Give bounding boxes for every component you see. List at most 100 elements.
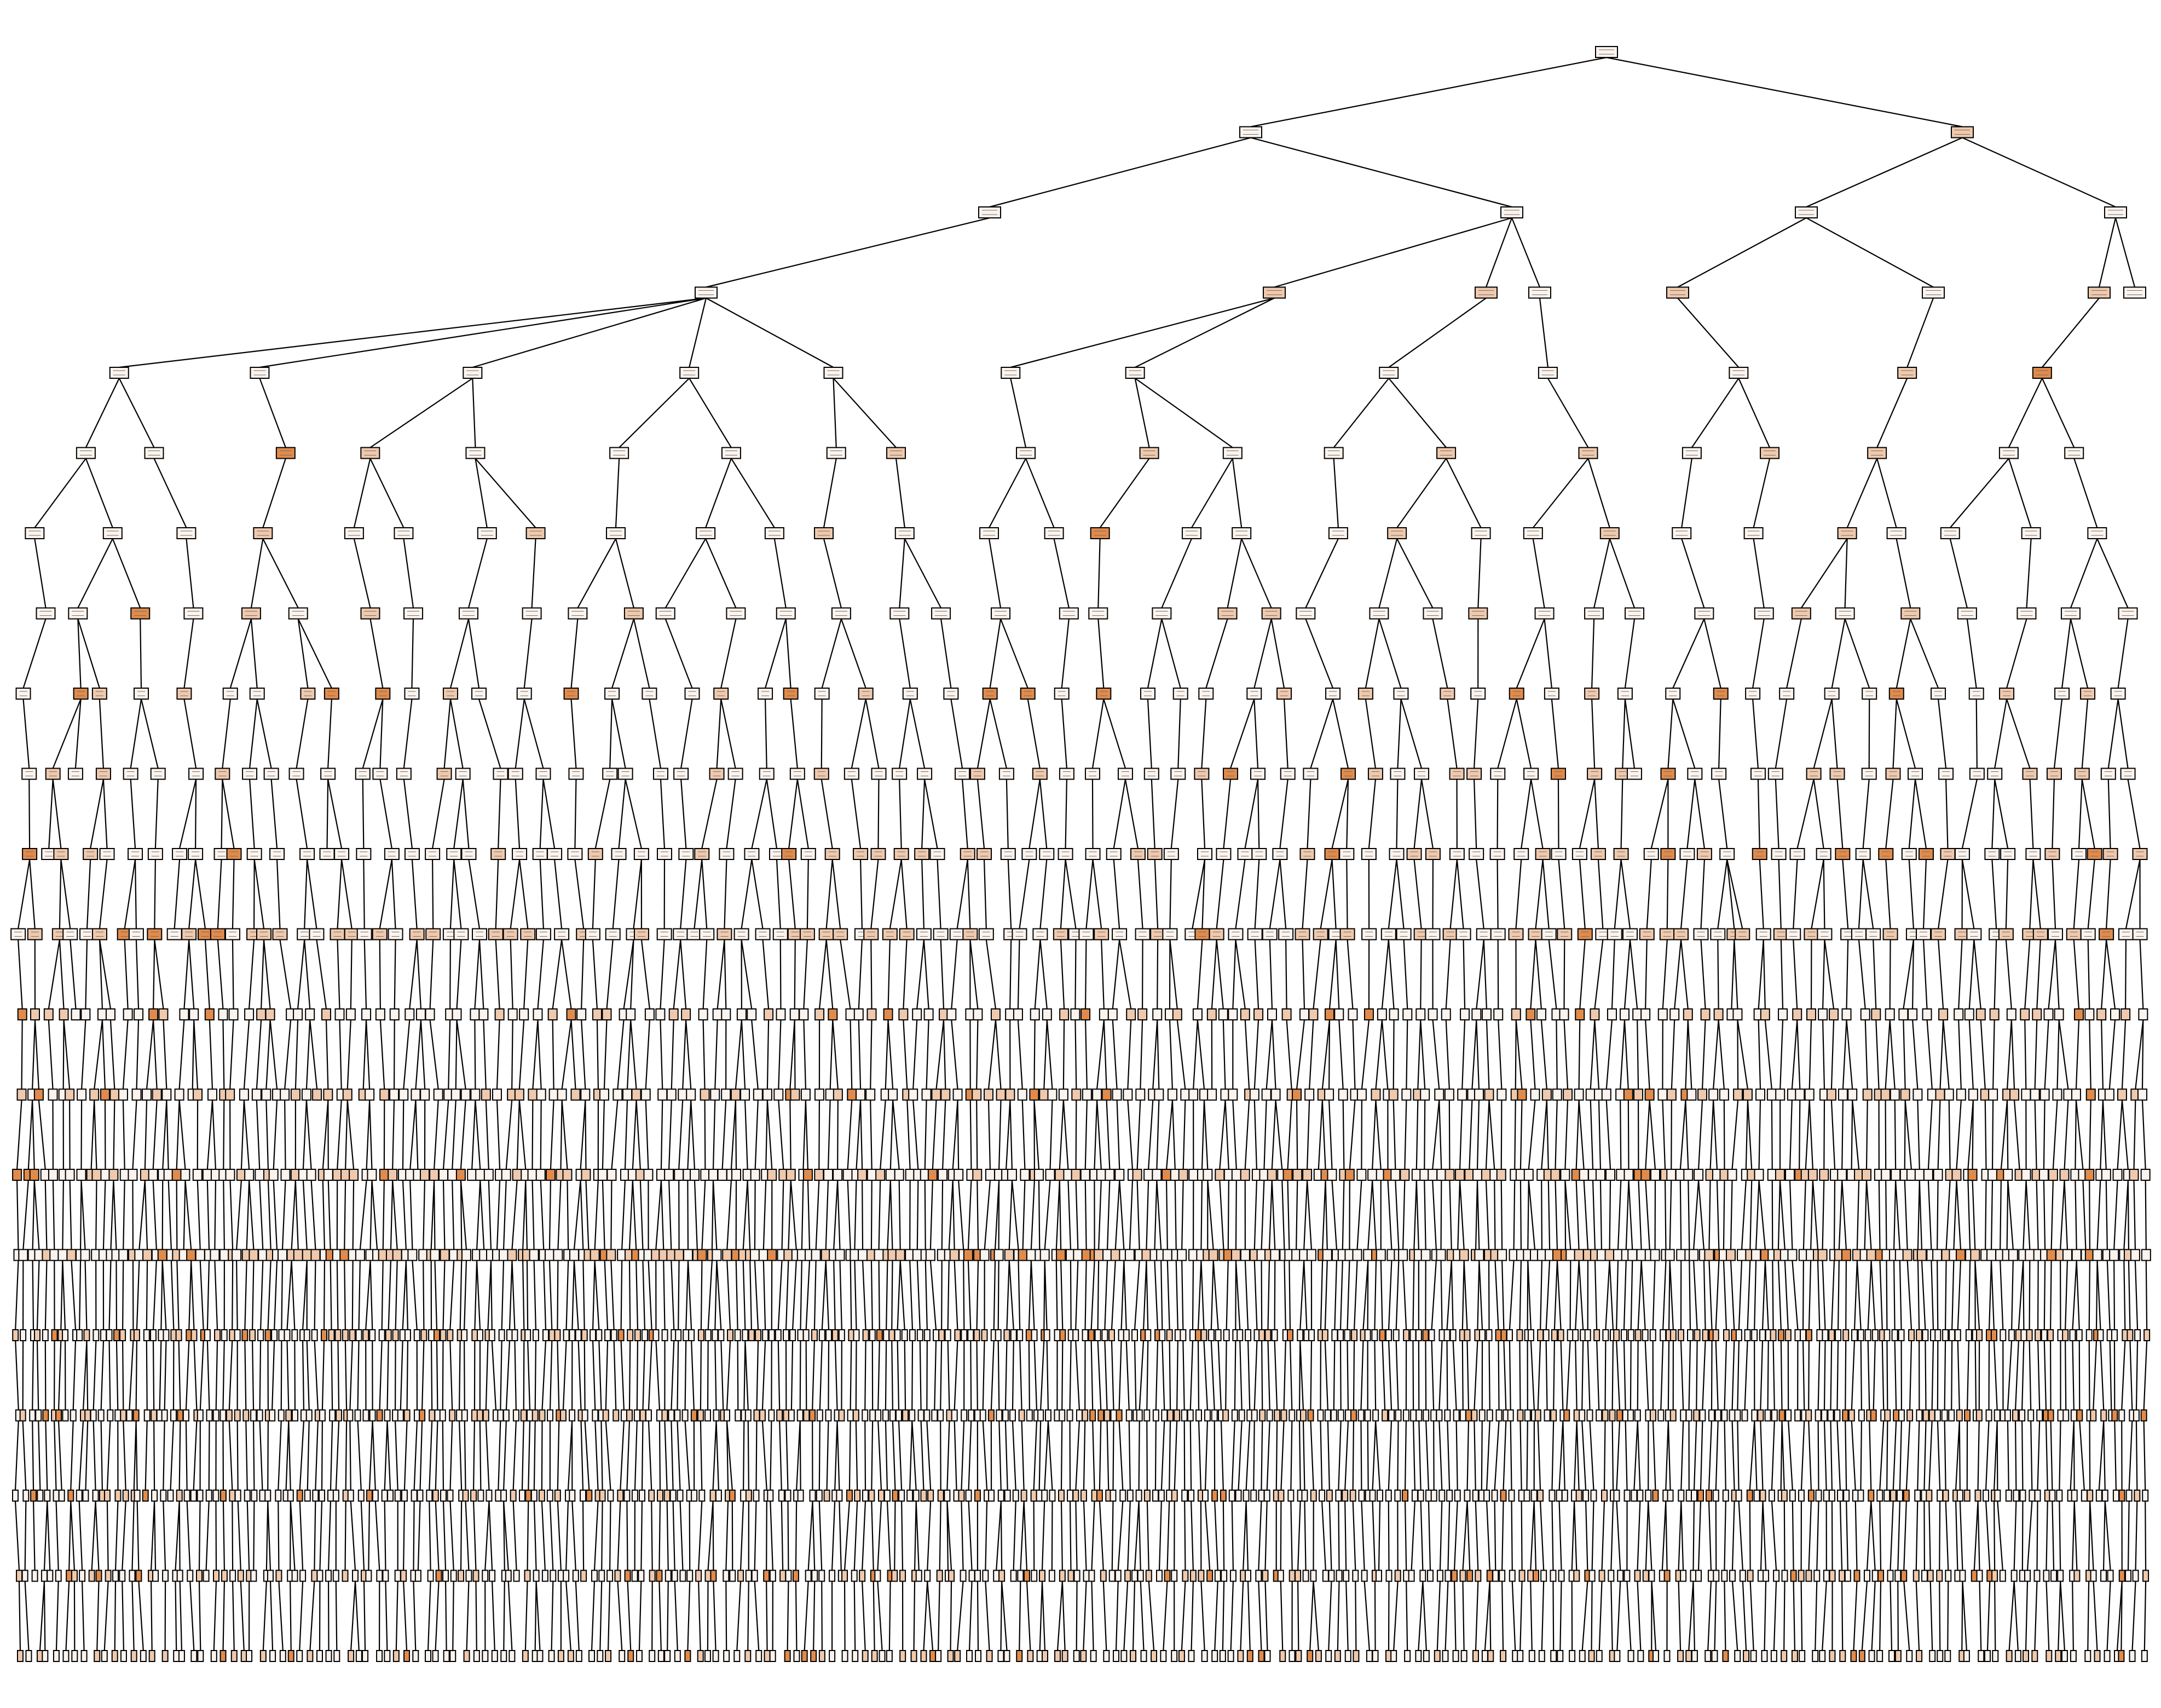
tree-node (1666, 286, 1689, 299)
tree-edge (1189, 1340, 1194, 1410)
tree-edge (899, 779, 902, 849)
tree-edge (103, 1581, 109, 1651)
tree-edge (754, 1100, 759, 1170)
tree-edge (1368, 779, 1377, 849)
tree-node (1619, 1008, 1630, 1020)
tree-edge (1453, 1581, 1457, 1651)
tree-edge (1917, 1100, 1920, 1170)
tree-edge (363, 859, 365, 929)
tree-edge (262, 1581, 267, 1651)
tree-edge (839, 1260, 842, 1330)
tree-node (668, 1008, 679, 1020)
tree-edge (214, 1180, 217, 1250)
tree-edge (1677, 297, 1740, 368)
tree-node-box (1719, 848, 1735, 860)
tree-edge (1174, 1421, 1178, 1491)
tree-edge (29, 859, 36, 929)
tree-node-box (1090, 527, 1110, 539)
tree-node (131, 1088, 142, 1101)
tree-edge (1033, 1019, 1036, 1089)
tree-edge (1198, 1421, 1201, 1491)
tree-edge (1991, 859, 1997, 929)
tree-edge (705, 538, 737, 608)
tree-edge (1822, 1581, 1827, 1651)
tree-edge (1620, 779, 1623, 849)
tree-node (1998, 928, 2014, 940)
tree-edge (48, 1019, 54, 1089)
tree-edge (314, 1501, 316, 1571)
tree-edge (337, 859, 343, 929)
tree-edge (531, 538, 536, 608)
tree-edge (1551, 1501, 1554, 1571)
tree-edge (668, 1100, 672, 1170)
tree-edge (1424, 1100, 1426, 1170)
tree-node (1032, 928, 1048, 940)
tree-edge (2073, 1421, 2075, 1491)
tree-edge (935, 1019, 945, 1089)
tree-edge (1990, 1260, 1995, 1330)
tree-edge (135, 1340, 138, 1410)
tree-edge (77, 619, 100, 689)
tree-edge (790, 1180, 797, 1250)
tree-edge (1271, 1180, 1276, 1250)
tree-edge (60, 859, 71, 929)
tree-edge (259, 297, 707, 368)
tree-node-box (91, 928, 107, 940)
tree-edge (1500, 1100, 1503, 1170)
tree-edge (1808, 1501, 1812, 1571)
tree-edge (1115, 1581, 1119, 1651)
tree-edge (32, 1421, 34, 1491)
tree-edge (1183, 1421, 1186, 1491)
tree-node-box (684, 688, 700, 700)
tree-edge (1747, 1100, 1753, 1170)
tree-node (356, 928, 372, 940)
tree-node (2032, 928, 2048, 940)
tree-edge (47, 1501, 51, 1571)
tree-node (525, 527, 546, 539)
tree-edge (716, 699, 722, 769)
tree-node-box (2080, 928, 2096, 940)
tree-edge (1136, 1100, 1141, 1170)
tree-edge (855, 1340, 857, 1410)
tree-edge (297, 619, 332, 689)
tree-node-box (2006, 1008, 2016, 1020)
tree-edge (1731, 1421, 1735, 1491)
tree-edge (1226, 1260, 1229, 1330)
tree-edge (1678, 1501, 1682, 1571)
tree-node-box (978, 928, 994, 940)
tree-edge (940, 619, 952, 689)
tree-node (1590, 848, 1606, 860)
tree-node-box (1750, 768, 1766, 780)
tree-node (547, 848, 563, 860)
tree-edge (678, 1100, 684, 1170)
tree-edge (1402, 1180, 1406, 1250)
tree-node (1719, 848, 1735, 860)
tree-edge (2088, 1340, 2090, 1410)
tree-edge (44, 1180, 48, 1250)
tree-edge (666, 1501, 669, 1571)
tree-edge (1838, 1180, 1843, 1250)
tree-edge (1432, 1180, 1437, 1250)
tree-node (1126, 1008, 1136, 1020)
tree-edge (1519, 1421, 1522, 1491)
tree-edge (357, 1421, 362, 1491)
tree-edge (1738, 1260, 1743, 1330)
tree-node (1012, 928, 1027, 940)
tree-edge (2075, 1100, 2084, 1170)
tree-node (62, 928, 78, 940)
tree-edge (276, 859, 281, 929)
tree-node-box (1584, 688, 1600, 700)
tree-edge (1127, 1100, 1134, 1170)
tree-node (789, 768, 805, 780)
tree-edge (2072, 1340, 2075, 1410)
tree-edge (1165, 1180, 1168, 1250)
tree-edge (90, 1100, 95, 1170)
tree-edge (135, 939, 140, 1009)
tree-node-box (59, 1008, 69, 1020)
tree-node (172, 848, 188, 860)
tree-edge (1953, 1180, 1957, 1250)
tree-edge (1781, 1421, 1785, 1491)
tree-edge (1474, 1421, 1476, 1491)
tree-edge (1715, 1421, 1719, 1491)
tree-edge (281, 1180, 286, 1250)
